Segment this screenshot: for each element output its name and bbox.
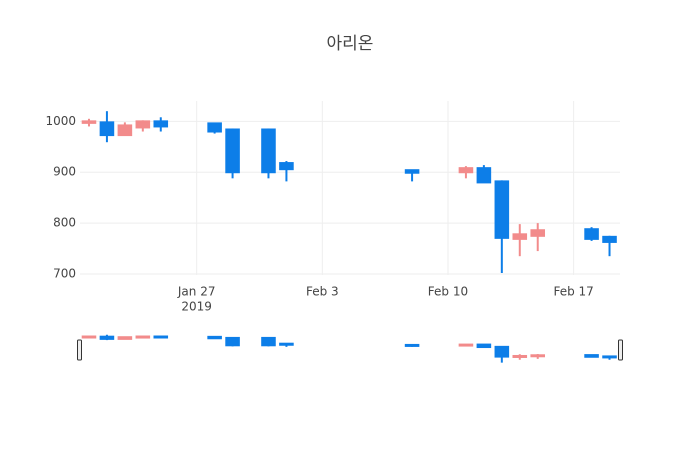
y-tick-label: 700 bbox=[53, 266, 76, 280]
candle-body bbox=[602, 235, 617, 243]
x-tick-label: Feb 10 bbox=[428, 285, 468, 299]
candle-body bbox=[135, 120, 151, 129]
x-tick-label: Feb 17 bbox=[553, 285, 593, 299]
y-tick-label: 1000 bbox=[45, 114, 76, 128]
slider-candle-body bbox=[530, 354, 546, 358]
candle-body bbox=[99, 121, 115, 137]
candle-body bbox=[530, 229, 546, 237]
y-tick-label: 800 bbox=[53, 216, 76, 230]
slider-candle-body bbox=[494, 345, 510, 358]
slider-candle-body bbox=[153, 335, 169, 339]
slider-candle-body bbox=[404, 343, 420, 347]
candle-body bbox=[404, 169, 420, 174]
grid bbox=[80, 101, 620, 275]
candle-body bbox=[476, 167, 492, 184]
slider-candle-body bbox=[476, 343, 492, 349]
slider-candle-body bbox=[99, 335, 115, 340]
candle-body bbox=[261, 128, 276, 174]
candle-body bbox=[117, 124, 133, 137]
candle-body bbox=[512, 233, 528, 240]
slider-candle-body bbox=[458, 343, 474, 347]
candle-body bbox=[584, 228, 599, 240]
slider-candle-body bbox=[279, 342, 294, 346]
slider-handle[interactable] bbox=[618, 339, 623, 361]
x-year-label: 2019 bbox=[181, 300, 212, 314]
slider-candle-body bbox=[207, 335, 222, 340]
slider-candle-body bbox=[135, 335, 151, 339]
candle-body bbox=[153, 120, 169, 128]
slider-candle-body bbox=[225, 336, 240, 347]
candle-body bbox=[458, 167, 474, 174]
range-slider[interactable] bbox=[77, 328, 623, 368]
candle-body bbox=[494, 180, 510, 239]
x-tick-label: Jan 27 bbox=[177, 285, 216, 299]
slider-candle-body bbox=[81, 335, 97, 339]
candle-body bbox=[279, 162, 294, 171]
slider-candle-body bbox=[584, 354, 599, 358]
candle-body bbox=[225, 128, 240, 174]
x-tick-label: Feb 3 bbox=[306, 285, 339, 299]
slider-candle-body bbox=[602, 355, 617, 359]
slider-handle[interactable] bbox=[77, 339, 82, 361]
chart-title: 아리온 bbox=[327, 34, 374, 54]
candle-body bbox=[81, 120, 97, 124]
slider-candle-body bbox=[512, 354, 528, 358]
slider-candle-body bbox=[261, 336, 276, 347]
candle-body bbox=[207, 122, 222, 133]
slider-candle-body bbox=[117, 336, 133, 340]
slider-bg bbox=[80, 328, 620, 368]
y-tick-label: 900 bbox=[53, 165, 76, 179]
